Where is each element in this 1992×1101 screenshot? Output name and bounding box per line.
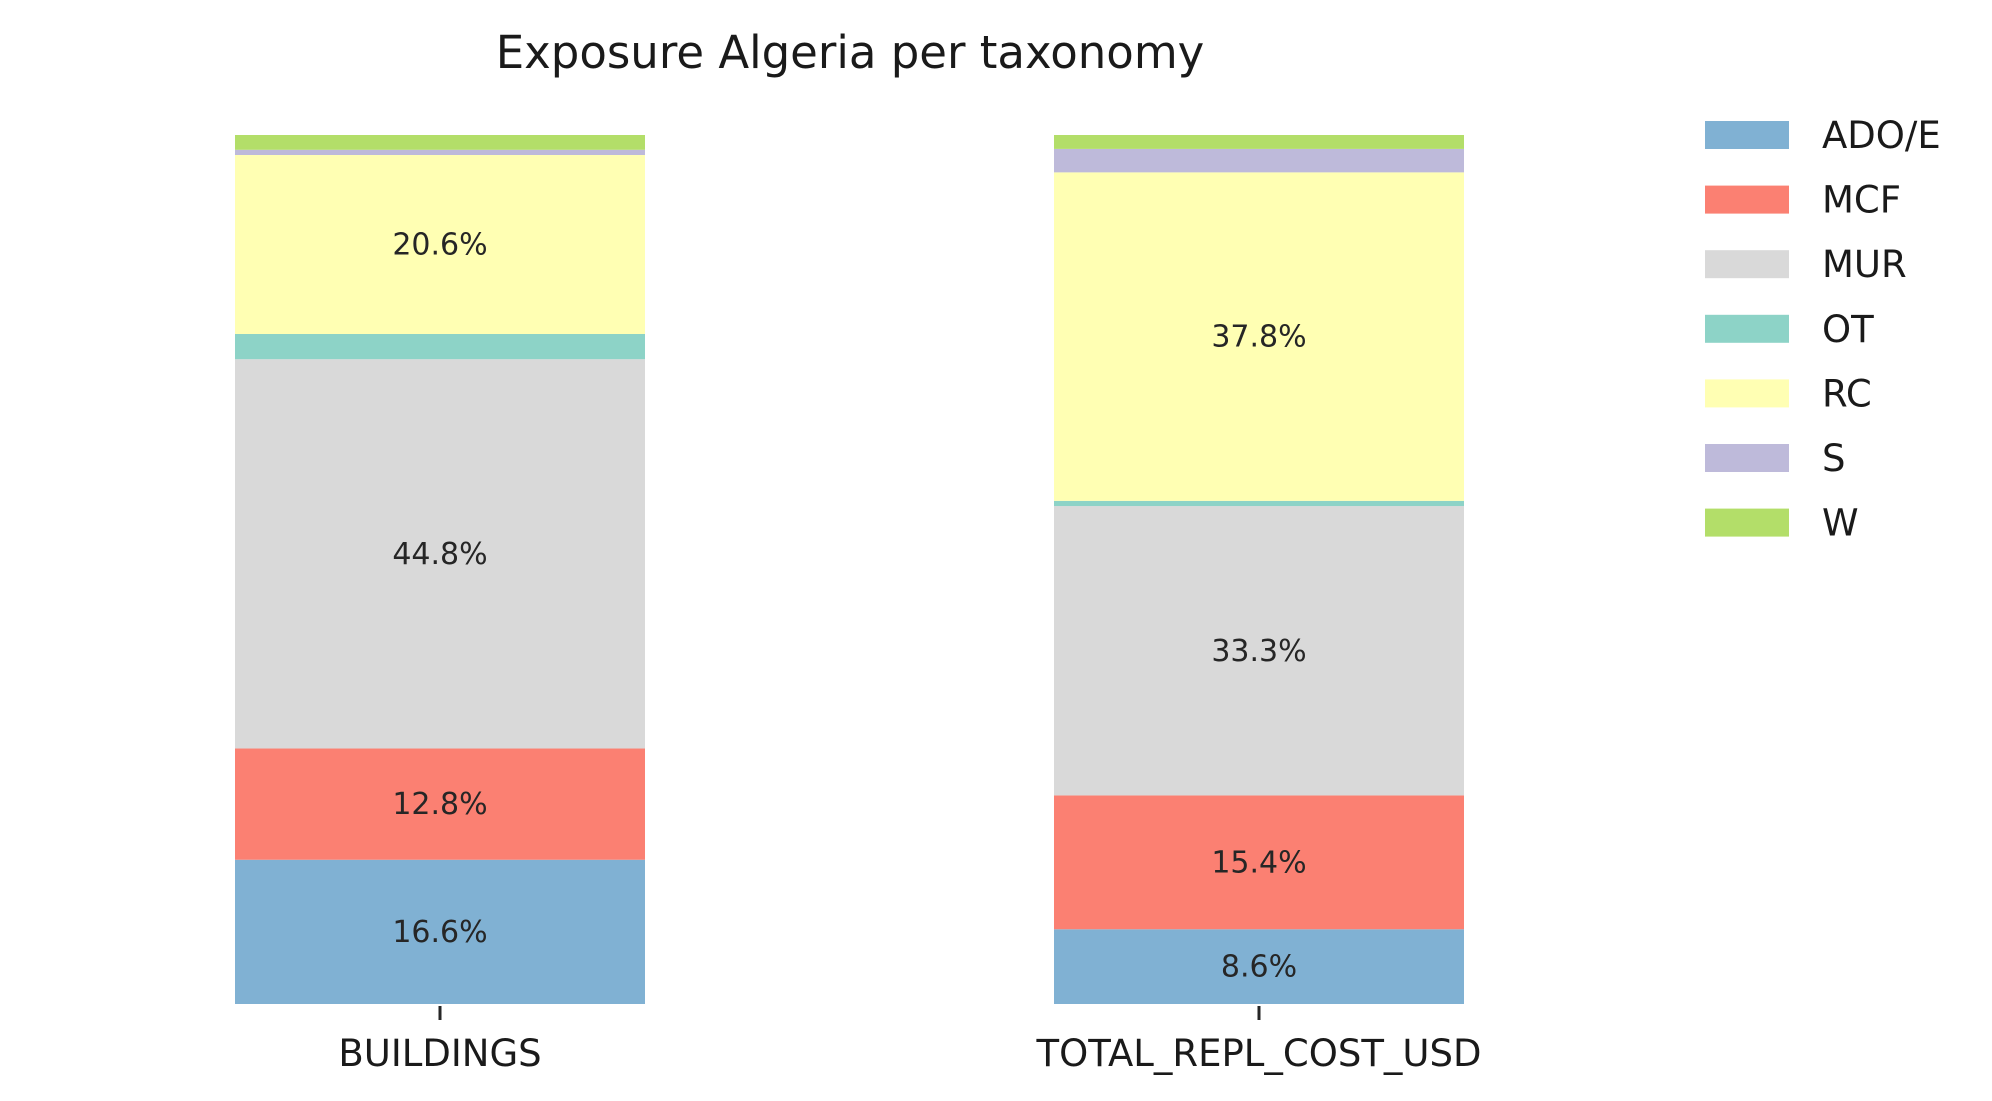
data-label-buildings-ado-e: 16.6% [392, 915, 487, 950]
bar-segment-total-repl-cost-usd-rc [1054, 172, 1464, 501]
legend-label-w: W [1822, 502, 1859, 545]
legend-label-mcf: MCF [1822, 179, 1901, 222]
bar-segment-buildings-ot [235, 334, 645, 360]
data-label-buildings-mur: 44.8% [392, 537, 487, 572]
legend-label-ado-e: ADO/E [1822, 114, 1941, 157]
bar-segment-total-repl-cost-usd-mur [1054, 506, 1464, 796]
bars-group [235, 135, 1464, 1004]
data-label-buildings-rc: 20.6% [392, 227, 487, 262]
bar-segment-buildings-s [235, 149, 645, 155]
data-label-total-repl-cost-usd-ado-e: 8.6% [1221, 950, 1297, 985]
x-tick-label-buildings: BUILDINGS [338, 1032, 541, 1075]
bar-segment-total-repl-cost-usd-s [1054, 148, 1464, 173]
legend-swatch-s [1705, 444, 1789, 472]
bar-segment-buildings-mur [235, 359, 645, 749]
data-label-total-repl-cost-usd-rc: 37.8% [1211, 320, 1306, 355]
legend-label-ot: OT [1822, 308, 1874, 351]
bar-segment-buildings-w [235, 135, 645, 150]
bar-segment-total-repl-cost-usd-ado-e [1054, 929, 1464, 1004]
legend-swatch-mur [1705, 250, 1789, 279]
x-axis: BUILDINGS TOTAL_REPL_COST_USD [338, 1006, 1482, 1075]
legend-swatch-ado-e [1705, 121, 1789, 149]
chart-title: Exposure Algeria per taxonomy [496, 26, 1205, 79]
legend-label-mur: MUR [1822, 243, 1907, 286]
legend: ADO/E MCF MUR OT RC SW [1705, 114, 1941, 545]
legend-label-rc: RC [1822, 372, 1872, 415]
bar-segment-buildings-mcf [235, 748, 645, 860]
data-label-buildings-mcf: 12.8% [392, 787, 487, 822]
legend-label-s: S [1822, 437, 1846, 480]
bar-segment-buildings-ado-e [235, 859, 645, 1004]
legend-swatch-rc [1705, 379, 1789, 408]
legend-swatch-w [1705, 508, 1789, 537]
data-labels-group: 16.6% 12.8% 44.8% 20.6% 8.6% 15.4% 33.3% 37.8% [392, 227, 1306, 984]
bar-segment-total-repl-cost-usd-ot [1054, 500, 1464, 507]
bar-segment-buildings-rc [235, 154, 645, 335]
legend-swatch-ot [1705, 314, 1789, 343]
x-tick-label-total-repl-cost-usd: TOTAL_REPL_COST_USD [1036, 1032, 1482, 1075]
legend-swatch-mcf [1705, 185, 1789, 214]
bar-segment-total-repl-cost-usd-mcf [1054, 795, 1464, 930]
bar-segment-total-repl-cost-usd-w [1054, 135, 1464, 149]
data-label-total-repl-cost-usd-mur: 33.3% [1211, 634, 1306, 669]
data-label-total-repl-cost-usd-mcf: 15.4% [1211, 845, 1306, 880]
